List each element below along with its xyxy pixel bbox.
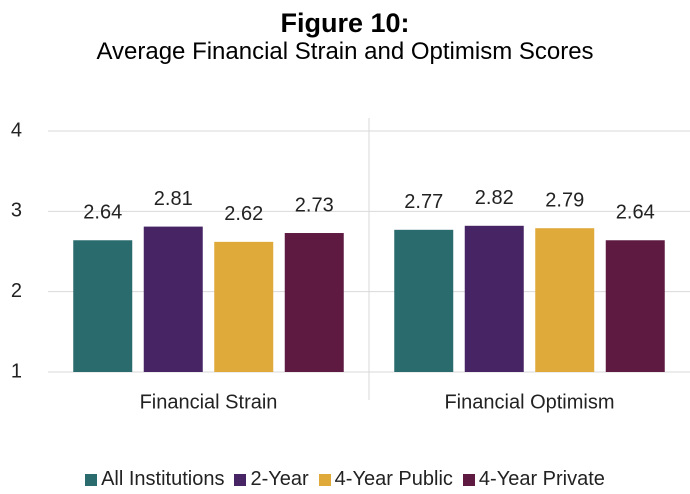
legend-swatch <box>234 473 247 486</box>
legend-swatch <box>318 473 331 486</box>
x-tick-label: Financial Strain <box>140 391 278 413</box>
legend: All Institutions 2-Year 4-Year Public 4-Yea… <box>0 468 690 491</box>
legend-label: 4-Year Public <box>334 468 453 490</box>
bar <box>143 226 203 372</box>
value-label: 2.82 <box>475 187 514 209</box>
bar <box>394 229 454 372</box>
bar <box>605 240 665 372</box>
y-tick-label: 3 <box>11 200 22 222</box>
bar <box>535 228 595 372</box>
value-label: 2.81 <box>154 188 193 210</box>
legend-swatch <box>462 473 475 486</box>
legend-item: All Institutions <box>85 468 224 491</box>
value-label: 2.77 <box>404 191 443 213</box>
bar <box>73 240 133 372</box>
legend-item: 4-Year Public <box>318 468 453 491</box>
value-label: 2.79 <box>545 189 584 211</box>
chart-subtitle: Average Financial Strain and Optimism Sc… <box>96 38 594 65</box>
value-label: 2.62 <box>224 203 263 225</box>
x-tick-label: Financial Optimism <box>444 391 614 413</box>
legend-label: 4-Year Private <box>478 468 605 490</box>
bar <box>464 225 524 372</box>
legend-label: All Institutions <box>101 468 225 490</box>
legend-swatch <box>85 473 98 486</box>
value-label: 2.73 <box>295 194 334 216</box>
bar <box>214 241 274 372</box>
legend-item: 4-Year Private <box>462 468 605 491</box>
bar <box>284 233 344 372</box>
header: Figure 10: Average Financial Strain and … <box>0 8 690 66</box>
value-label: 2.64 <box>83 202 122 224</box>
value-label: 2.64 <box>616 202 655 224</box>
legend-item: 2-Year <box>234 468 309 491</box>
chart-title: Figure 10: <box>280 8 410 38</box>
y-tick-label: 4 <box>11 119 22 141</box>
legend-label: 2-Year <box>250 468 309 490</box>
y-tick-label: 1 <box>11 360 22 382</box>
y-tick-label: 2 <box>11 280 22 302</box>
